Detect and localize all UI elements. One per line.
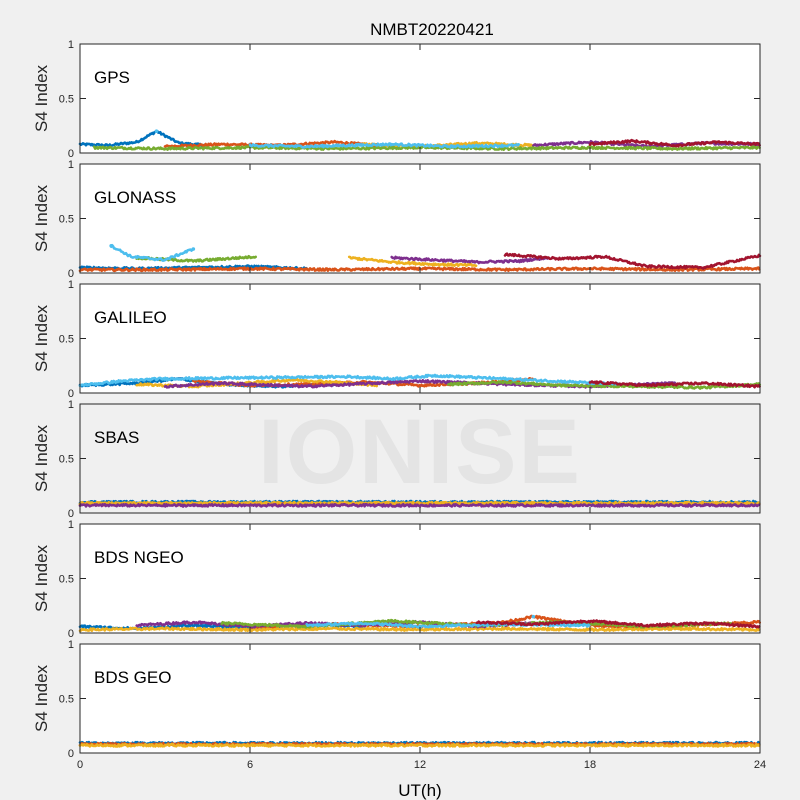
y-tick-label: 0.5	[59, 94, 74, 106]
x-axis-label: UT(h)	[398, 781, 441, 800]
series-group	[78, 373, 762, 390]
panel-sbas: 0 0.5 1 S4 Index SBAS	[32, 399, 761, 520]
panel-bds-geo: 0 0.5 1 0 6 12 18 24 S4 Index BDS GEO	[32, 639, 766, 771]
series-trace	[109, 244, 194, 262]
y-axis-label: S4 Index	[32, 544, 51, 612]
panel-glonass: 0 0.5 1 S4 Index GLONASS	[32, 159, 762, 280]
x-tick-label: 24	[754, 759, 766, 771]
notable-point	[154, 129, 159, 133]
panel-label: GLONASS	[94, 188, 176, 207]
series-trace	[78, 373, 619, 388]
series-trace	[92, 145, 761, 151]
series-trace	[475, 619, 761, 629]
y-tick-label: 0.5	[59, 214, 74, 226]
x-tick-label: 0	[77, 759, 83, 771]
series-trace	[588, 138, 761, 148]
y-tick-label: 0	[68, 388, 74, 400]
plot-area	[80, 44, 760, 153]
panel-label: BDS NGEO	[94, 548, 184, 567]
y-tick-label: 0.5	[59, 334, 74, 346]
y-tick-label: 1	[68, 39, 74, 51]
panel-label: GALILEO	[94, 308, 167, 327]
x-tick-label: 18	[584, 759, 596, 771]
y-tick-label: 0	[68, 628, 74, 640]
series-trace	[446, 380, 762, 390]
x-tick-label: 12	[414, 759, 426, 771]
y-tick-label: 0	[68, 268, 74, 280]
series-group	[78, 740, 761, 748]
plot-area	[80, 644, 760, 753]
series-trace	[588, 380, 761, 389]
series-group	[78, 129, 761, 151]
x-tick-label: 6	[247, 759, 253, 771]
y-tick-label: 0.5	[59, 454, 74, 466]
y-tick-label: 0.5	[59, 574, 74, 586]
figure-title: NMBT20220421	[370, 20, 494, 39]
y-axis-label: S4 Index	[32, 64, 51, 132]
y-tick-label: 1	[68, 399, 74, 411]
notable-point	[109, 243, 113, 248]
plot-area	[80, 164, 760, 273]
y-tick-label: 1	[68, 279, 74, 291]
panel-label: SBAS	[94, 428, 139, 447]
series-trace	[78, 130, 209, 148]
panel-bds-ngeo: 0 0.5 1 S4 Index BDS NGEO	[32, 519, 762, 640]
panel-gps: 0 0.5 1 S4 Index GPS	[32, 39, 761, 160]
plot-area	[80, 524, 760, 633]
panel-label: GPS	[94, 68, 130, 87]
series-trace	[390, 255, 549, 265]
y-tick-label: 0.5	[59, 694, 74, 706]
panel-galileo: 0 0.5 1 S4 Index GALILEO	[32, 279, 762, 400]
series-trace	[347, 255, 478, 268]
y-tick-label: 1	[68, 639, 74, 651]
y-tick-label: 1	[68, 519, 74, 531]
series-group	[78, 499, 761, 508]
y-axis-label: S4 Index	[32, 304, 51, 372]
y-axis-label: S4 Index	[32, 664, 51, 732]
series-trace	[503, 252, 762, 270]
y-tick-label: 1	[68, 159, 74, 171]
panel-label: BDS GEO	[94, 668, 171, 687]
notable-point	[531, 614, 536, 619]
notable-point	[191, 247, 196, 251]
y-tick-label: 0	[68, 508, 74, 520]
y-axis-label: S4 Index	[32, 424, 51, 492]
y-axis-label: S4 Index	[32, 184, 51, 252]
series-trace	[78, 502, 761, 508]
plot-area-overlay	[80, 404, 760, 513]
y-tick-label: 0	[68, 748, 74, 760]
series-trace	[248, 142, 521, 149]
plot-area	[80, 284, 760, 393]
series-trace	[78, 742, 761, 748]
series-trace	[531, 139, 761, 149]
y-tick-label: 0	[68, 148, 74, 160]
